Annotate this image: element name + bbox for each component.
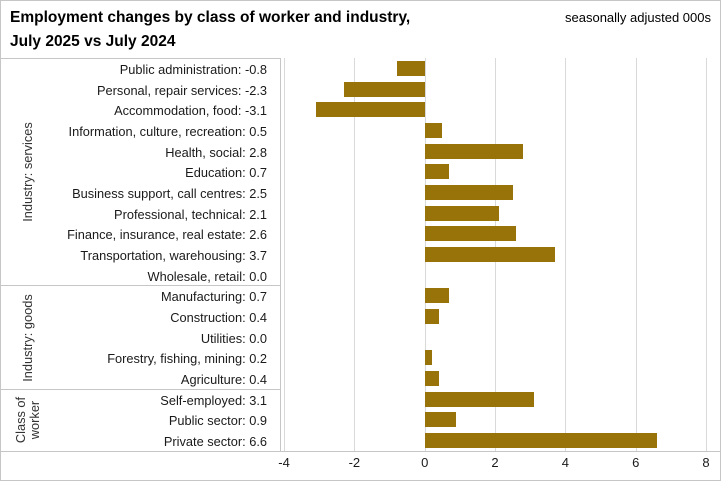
row-label: Business support, call centres: 2.5 (72, 185, 267, 201)
row-label: Wholesale, retail: 0.0 (147, 268, 268, 284)
row-label: Self-employed: 3.1 (160, 392, 267, 408)
group-box: Class of worker Self-employed: 3.1 Public … (1, 388, 280, 451)
bar (315, 102, 425, 118)
bar (424, 433, 657, 449)
group-box: Industry: services Public administration:… (1, 58, 280, 285)
chart-title: Employment changes by class of worker an… (10, 6, 410, 54)
row-label: Manufacturing: 0.7 (161, 289, 267, 305)
group-box: Industry: goods Manufacturing: 0.7 Constru… (1, 285, 280, 388)
group-label: Industry: services (20, 122, 35, 223)
x-tick-label: 4 (561, 455, 569, 470)
row-label: Public sector: 0.9 (168, 413, 267, 429)
group-label: Class of worker (13, 397, 42, 444)
bar (424, 143, 524, 159)
bar (424, 350, 432, 366)
group-label-wrap: Class of worker (1, 390, 55, 451)
bar (424, 309, 439, 324)
gridline (354, 58, 356, 451)
x-tick-label: 8 (702, 455, 710, 470)
bar (424, 122, 443, 138)
x-tick-label: -4 (278, 455, 290, 470)
x-tick-label: -2 (348, 455, 361, 470)
chart-title-line2: July 2025 vs July 2024 (10, 33, 176, 50)
row-label: Accommodation, food: -3.1 (114, 103, 267, 119)
row-label: Transportation, warehousing: 3.7 (80, 247, 267, 263)
row-label: Finance, insurance, real estate: 2.6 (67, 227, 267, 243)
row-label: Utilities: 0.0 (200, 330, 267, 346)
row-label: Health, social: 2.8 (165, 144, 267, 160)
category-label-column: Industry: services Public administration:… (1, 58, 281, 451)
gridline (565, 58, 567, 451)
bar (424, 205, 499, 221)
row-label: Construction: 0.4 (170, 309, 267, 325)
gridline (635, 58, 637, 451)
x-tick-label: 6 (632, 455, 640, 470)
bar (424, 391, 534, 407)
gridline (284, 58, 286, 451)
bar (343, 81, 425, 97)
chart-title-line1: Employment changes by class of worker an… (10, 9, 411, 26)
bar (424, 288, 450, 304)
axis-baseline (1, 451, 720, 452)
units-note: seasonally adjusted 000s (565, 10, 711, 25)
bar (424, 412, 457, 428)
gridline (706, 58, 708, 451)
group-label-wrap: Industry: services (1, 59, 55, 285)
row-label: Public administration: -0.8 (119, 61, 267, 77)
bar (424, 226, 517, 242)
row-label: Forestry, fishing, mining: 0.2 (107, 351, 267, 367)
bar (424, 371, 439, 387)
x-tick-label: 2 (491, 455, 499, 470)
group-label-wrap: Industry: goods (1, 286, 55, 388)
row-label: Agriculture: 0.4 (180, 371, 267, 387)
x-tick-label: 0 (421, 455, 429, 470)
bar (424, 184, 513, 200)
row-label: Private sector: 6.6 (163, 434, 267, 450)
bar (424, 246, 555, 262)
bar (396, 60, 425, 76)
row-label: Information, culture, recreation: 0.5 (68, 123, 267, 139)
row-label: Education: 0.7 (185, 165, 267, 181)
x-axis: -4 -2 0 2 4 6 8 (278, 455, 714, 475)
bar (424, 164, 450, 180)
row-label: Professional, technical: 2.1 (114, 206, 267, 222)
plot-area (281, 58, 714, 451)
row-label: Personal, repair services: -2.3 (97, 82, 267, 98)
group-label: Industry: goods (20, 293, 35, 382)
